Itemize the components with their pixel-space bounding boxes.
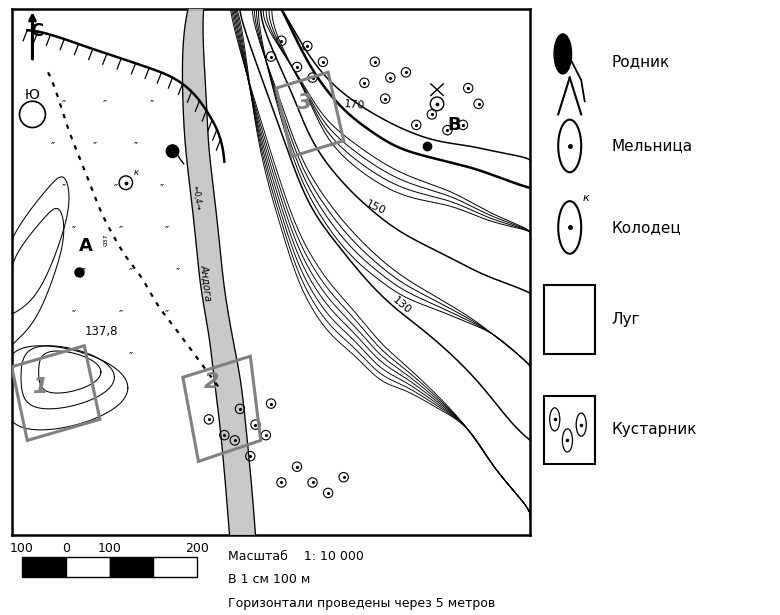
Text: 2: 2 xyxy=(204,372,219,392)
Circle shape xyxy=(554,34,572,74)
Bar xyxy=(109,557,153,577)
Text: ″: ″ xyxy=(160,183,164,193)
Text: Горизонтали проведены через 5 метров: Горизонтали проведены через 5 метров xyxy=(228,597,495,609)
Text: 137,8: 137,8 xyxy=(84,325,118,338)
Text: ″: ″ xyxy=(564,322,569,335)
Text: ₀₃₇: ₀₃₇ xyxy=(100,233,110,246)
Text: 200: 200 xyxy=(185,542,209,555)
Text: к: к xyxy=(583,193,589,203)
Text: Колодец: Колодец xyxy=(612,220,681,235)
Text: ←0,4→: ←0,4→ xyxy=(190,185,203,211)
Text: 150: 150 xyxy=(364,199,388,216)
Text: 130: 130 xyxy=(390,295,413,316)
Polygon shape xyxy=(183,9,256,535)
Text: B: B xyxy=(448,116,461,134)
Text: Ю: Ю xyxy=(25,87,40,101)
Text: Андога: Андога xyxy=(199,264,214,301)
Text: ″: ″ xyxy=(129,351,133,361)
Text: Луг: Луг xyxy=(612,312,640,327)
Text: ″: ″ xyxy=(150,99,154,109)
Bar xyxy=(66,557,109,577)
Text: Родник: Родник xyxy=(612,54,669,69)
Text: ″: ″ xyxy=(119,309,122,319)
Text: 1: 1 xyxy=(33,377,48,397)
Text: ″: ″ xyxy=(82,267,87,277)
Text: ″: ″ xyxy=(576,300,580,313)
Text: ″: ″ xyxy=(103,99,107,109)
Text: ″: ″ xyxy=(72,225,76,235)
Text: Кустарник: Кустарник xyxy=(612,423,697,437)
Text: ″: ″ xyxy=(62,183,66,193)
Text: ″: ″ xyxy=(113,183,118,193)
Text: 100: 100 xyxy=(98,542,122,555)
Text: 0: 0 xyxy=(62,542,69,555)
Text: 100: 100 xyxy=(10,542,34,555)
Text: ″: ″ xyxy=(134,141,138,151)
Text: A: A xyxy=(79,237,93,255)
Text: В 1 см 100 м: В 1 см 100 м xyxy=(228,573,310,586)
Text: ″: ″ xyxy=(165,225,169,235)
Text: 3: 3 xyxy=(297,93,313,113)
Bar xyxy=(544,395,595,464)
Text: ″: ″ xyxy=(165,309,169,319)
Text: ″: ″ xyxy=(93,141,97,151)
Text: Мельница: Мельница xyxy=(612,138,693,153)
Text: ″: ″ xyxy=(119,225,122,235)
Text: ″: ″ xyxy=(176,267,179,277)
Text: ″: ″ xyxy=(552,300,557,313)
Text: 170: 170 xyxy=(344,100,366,111)
Text: к: к xyxy=(134,168,139,177)
Text: ″: ″ xyxy=(82,351,87,361)
Text: C: C xyxy=(30,22,43,39)
Bar xyxy=(22,557,66,577)
Text: ″: ″ xyxy=(129,267,133,277)
Bar xyxy=(153,557,197,577)
Text: ″: ″ xyxy=(72,309,76,319)
Text: ″: ″ xyxy=(62,99,66,109)
Text: ″: ″ xyxy=(51,141,55,151)
Text: Масштаб    1: 10 000: Масштаб 1: 10 000 xyxy=(228,550,363,563)
Circle shape xyxy=(166,145,179,157)
Bar xyxy=(544,285,595,354)
